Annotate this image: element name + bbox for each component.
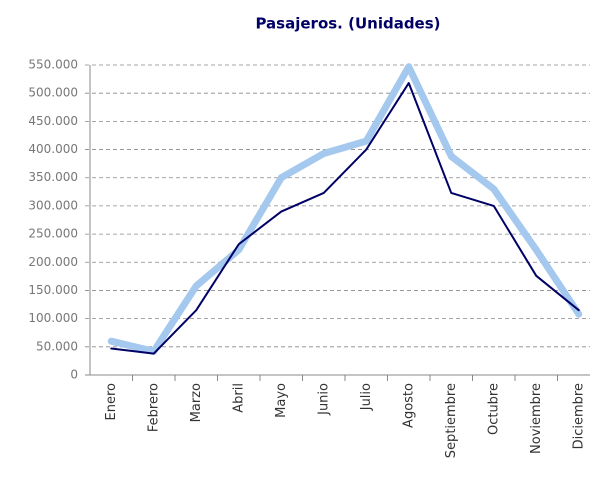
y-tick-label: 300.000 (28, 198, 78, 212)
series-line (110, 82, 580, 355)
x-tick-label: Junio (316, 383, 331, 416)
y-tick-label: 450.000 (28, 114, 78, 128)
y-tick-label: 550.000 (28, 58, 78, 72)
x-tick-label: Febrero (146, 383, 161, 432)
y-tick-label: 400.000 (28, 142, 78, 156)
y-tick-label: 250.000 (28, 227, 78, 241)
y-tick-label: 0 (70, 368, 78, 382)
x-tick-label: Abril (231, 383, 246, 413)
y-tick-label: 50.000 (36, 339, 78, 353)
series-line (107, 63, 583, 355)
y-tick-label: 150.000 (28, 283, 78, 297)
x-tick-label: Mayo (274, 383, 289, 418)
x-tick-label: Diciembre (571, 383, 586, 449)
x-tick-label: Agosto (401, 383, 416, 428)
x-tick-label: Noviembre (529, 383, 544, 454)
x-tick-label: Marzo (189, 383, 204, 422)
x-tick-label: Enero (104, 383, 119, 421)
chart-title: Pasajeros. (Unidades) (255, 15, 440, 33)
y-tick-label: 100.000 (28, 311, 78, 325)
y-tick-label: 200.000 (28, 255, 78, 269)
x-tick-label: Octubre (486, 383, 501, 435)
x-tick-label: Septiembre (444, 383, 459, 458)
y-tick-label: 350.000 (28, 170, 78, 184)
y-tick-label: 500.000 (28, 86, 78, 100)
x-tick-label: Julio (359, 383, 374, 411)
